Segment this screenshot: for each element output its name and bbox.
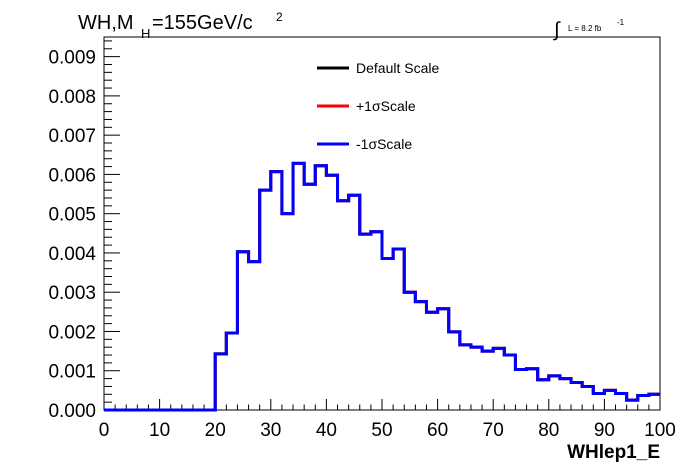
x-tick-label: 60 — [427, 420, 448, 441]
title-subscript: H — [141, 26, 150, 41]
axes: 0 10 20 30 40 50 60 70 80 90 100 0.000 0.001 0.002 0.0… — [48, 40, 676, 441]
series-line-3 — [104, 161, 660, 412]
y-tick-label: 0.008 — [48, 87, 96, 108]
lumi-superscript: -1 — [617, 18, 625, 27]
x-tick-label: 70 — [483, 420, 504, 441]
x-tick-label: 0 — [99, 420, 110, 441]
y-tick-label: 0.006 — [48, 165, 96, 186]
x-tick-label: 10 — [149, 420, 170, 441]
y-tick-label: 0.009 — [48, 48, 96, 69]
series-layer — [104, 161, 660, 412]
y-tick-label: 0.001 — [48, 362, 96, 383]
chart-title: WH,M H =155GeV/c 2 — [78, 10, 283, 41]
x-axis-label: WHlep1_E — [567, 442, 660, 463]
title-rest: =155GeV/c — [152, 12, 253, 34]
x-tick-label: 80 — [538, 420, 559, 441]
y-tick-label: 0.002 — [48, 322, 96, 343]
x-tick-label: 30 — [260, 420, 281, 441]
x-tick-label: 100 — [644, 420, 676, 441]
y-tick-label: 0.003 — [48, 283, 96, 304]
legend-label-3: -1σScale — [356, 136, 412, 152]
x-tick-label: 90 — [594, 420, 615, 441]
lumi-text: L = 8.2 fb — [568, 24, 602, 33]
x-tick-label: 20 — [205, 420, 226, 441]
luminosity-label: ∫ L = 8.2 fb -1 — [553, 18, 625, 41]
legend: Default Scale +1σScale -1σScale — [317, 60, 439, 152]
y-tick-label: 0.005 — [48, 205, 96, 226]
y-tick-label: 0.004 — [48, 244, 96, 265]
title-main: WH,M — [78, 12, 134, 34]
y-tick-label: 0.007 — [48, 126, 96, 147]
x-tick-label: 50 — [371, 420, 392, 441]
title-superscript: 2 — [276, 10, 283, 24]
x-tick-label: 40 — [316, 420, 337, 441]
legend-label-1: Default Scale — [356, 60, 439, 76]
y-tick-label: 0.000 — [48, 401, 96, 422]
legend-label-2: +1σScale — [356, 98, 416, 114]
lumi-integral-symbol: ∫ — [553, 19, 561, 41]
